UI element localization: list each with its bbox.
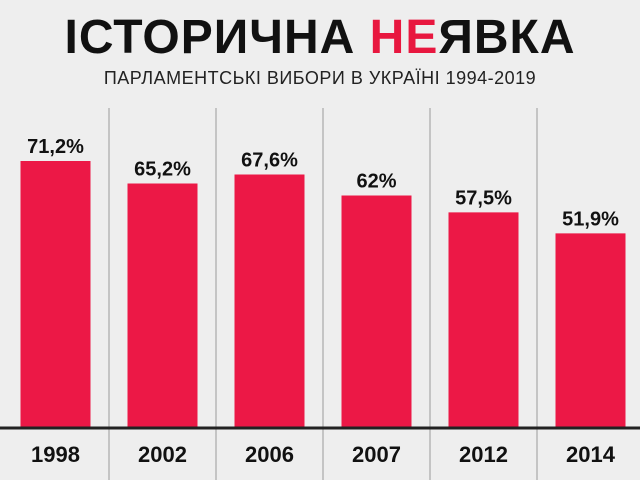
title-accent: НЕ xyxy=(369,11,439,64)
data-label: 67,6% xyxy=(241,150,298,172)
x-tick-label: 2002 xyxy=(138,442,187,467)
x-tick-label: 2012 xyxy=(459,442,508,467)
data-label: 57,5% xyxy=(455,187,512,209)
bar xyxy=(448,212,519,428)
x-tick-label: 2014 xyxy=(566,442,616,467)
bar xyxy=(341,195,412,428)
title-part1: ІСТОРИЧНА xyxy=(64,11,370,64)
bar xyxy=(555,233,626,428)
x-tick-label: 1998 xyxy=(31,442,80,467)
chart-subtitle: ПАРЛАМЕНТСЬКІ ВИБОРИ В УКРАЇНІ 1994-2019 xyxy=(103,68,537,88)
data-label: 62% xyxy=(356,171,396,193)
bar xyxy=(20,161,91,428)
data-label: 65,2% xyxy=(134,159,191,181)
data-label: 51,9% xyxy=(562,208,619,230)
bar xyxy=(127,183,198,428)
title-part2: ЯВКА xyxy=(438,11,576,64)
x-tick-label: 2006 xyxy=(245,442,294,467)
bar xyxy=(234,174,305,428)
chart-title: ІСТОРИЧНА НЕЯВКА xyxy=(0,8,640,68)
x-tick-label: 2007 xyxy=(352,442,401,467)
data-label: 71,2% xyxy=(27,136,84,158)
